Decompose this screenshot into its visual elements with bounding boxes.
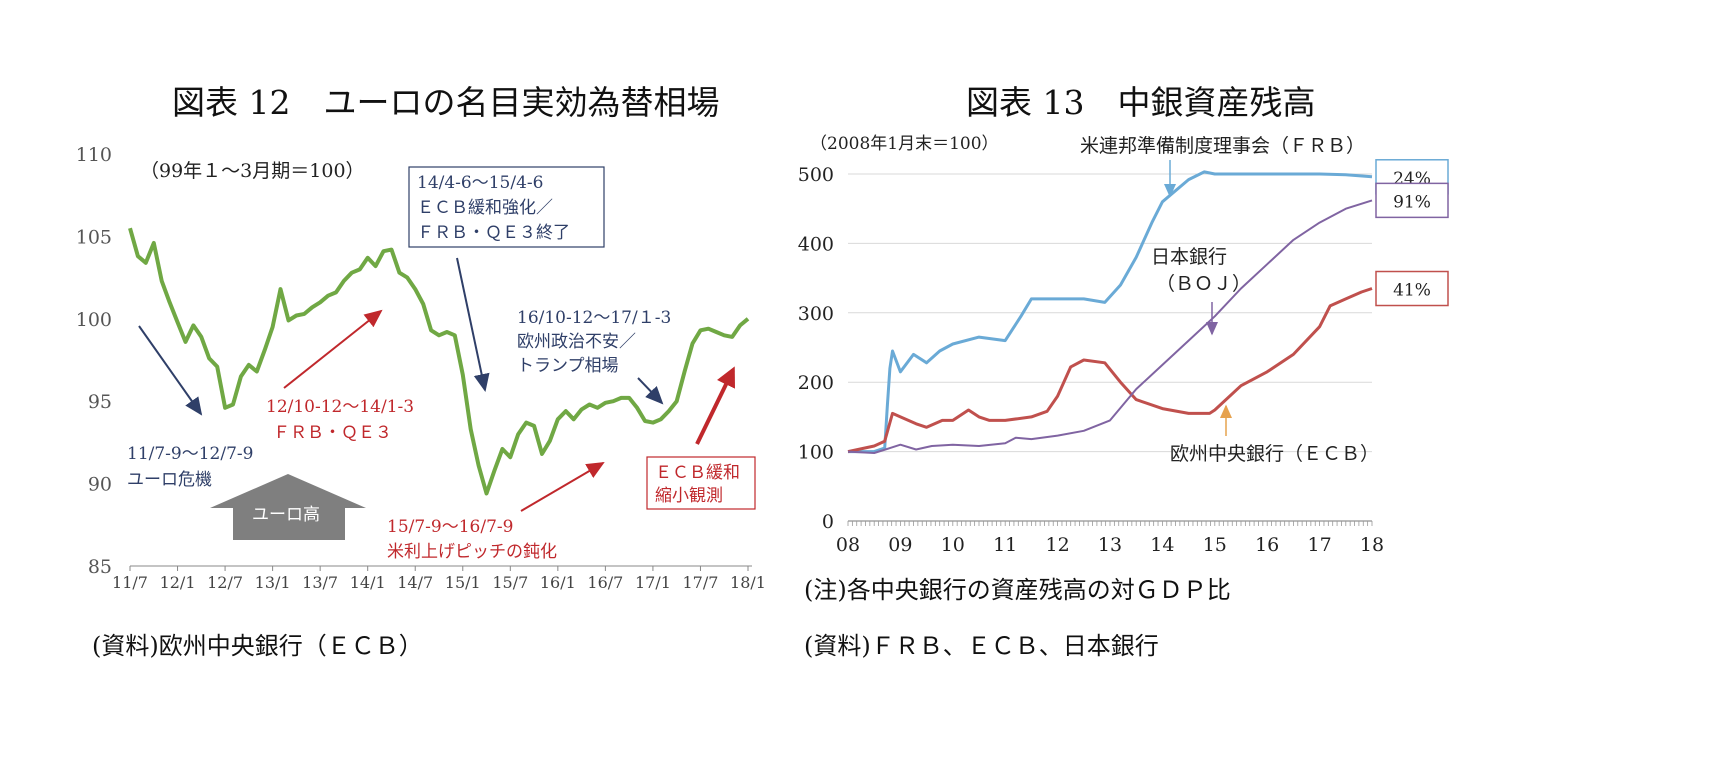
left-x-tick-label: 12/1	[160, 573, 196, 592]
end-label-text: 91%	[1393, 192, 1431, 212]
euro-neer-line	[128, 227, 750, 496]
right-chart-title: 図表 13 中銀資産残高	[966, 83, 1316, 122]
a6-arrow	[695, 366, 735, 445]
right-y-tick-label: 300	[798, 303, 834, 325]
right-y-tick-label: 500	[798, 164, 834, 186]
a3-line2: ＥＣＢ緩和強化／	[417, 198, 553, 218]
a6-line1: ＥＣＢ緩和	[655, 463, 740, 483]
a2-line1: 12/10-12～14/1-3	[266, 397, 414, 417]
left-x-tick-label: 17/7	[682, 573, 718, 592]
right-x-tick-label: 12	[1046, 534, 1070, 556]
left-x-tick-label: 12/7	[207, 573, 243, 592]
a5-line1: 16/10-12～17/１-3	[517, 308, 671, 328]
left-y-tick-label: 105	[76, 226, 112, 248]
a4-line2: 米利上げピッチの鈍化	[387, 542, 557, 562]
left-x-tick-label: 13/7	[302, 573, 338, 592]
a3-box	[408, 166, 605, 248]
right-base-label: （2008年1月末＝100）	[810, 134, 999, 154]
end-label-box	[1375, 270, 1449, 307]
left-y-tick-label: 95	[88, 391, 112, 413]
a6-box	[646, 456, 756, 510]
a3-line3: ＦＲＢ・ＱＥ３終了	[417, 223, 570, 243]
series-line	[847, 287, 1373, 454]
left-y-axis: 85 90 95 100 105 110	[76, 144, 112, 578]
right-x-tick-label: 16	[1255, 534, 1279, 556]
a2-arrow	[283, 309, 383, 389]
left-y-tick-label: 85	[88, 556, 112, 578]
left-x-tick-label: 13/1	[255, 573, 291, 592]
left-x-axis: 11/7 12/1 12/7 13/1 13/7 14/1 14/7 15/1 15/7 16/1…	[112, 565, 766, 592]
right-x-tick-label: 08	[836, 534, 860, 556]
a1-line1: 11/7-9～12/7-9	[127, 444, 253, 464]
left-y-tick-label: 90	[88, 474, 112, 496]
left-x-tick-label: 18/1	[730, 573, 766, 592]
left-x-tick-label: 16/1	[540, 573, 576, 592]
euro-high-arrow	[210, 474, 366, 540]
a3-line1: 14/4-6～15/4-6	[417, 173, 543, 193]
left-chart-title: 図表 12 ユーロの名目実効為替相場	[172, 83, 720, 122]
right-y-tick-label: 0	[822, 511, 834, 533]
left-x-tick-label: 17/1	[635, 573, 671, 592]
a3-arrow	[456, 257, 490, 392]
frb-label: 米連邦準備制度理事会（ＦＲＢ）	[1080, 135, 1365, 157]
end-label-box	[1375, 182, 1449, 219]
left-x-tick-label: 14/7	[397, 573, 433, 592]
right-chart: （2008年1月末＝100） 0 100 200 300 400 500 08 09 10 11 1…	[798, 134, 1449, 556]
a4-arrow	[520, 461, 605, 512]
right-y-tick-label: 400	[798, 233, 834, 255]
series-line	[848, 170, 1373, 454]
a6-line2: 縮小観測	[655, 486, 723, 506]
right-x-tick-label: 15	[1203, 534, 1227, 556]
left-source-note: (資料)欧州中央銀行（ＥＣＢ）	[92, 632, 423, 660]
right-x-tick-label: 09	[888, 534, 912, 556]
left-y-tick-label: 100	[76, 309, 112, 331]
right-x-tick-label: 18	[1360, 534, 1384, 556]
left-x-tick-label: 15/7	[492, 573, 528, 592]
end-label-text: 41%	[1393, 281, 1431, 301]
right-series	[847, 170, 1373, 454]
right-x-tick-label: 10	[941, 534, 965, 556]
right-x-tick-label: 13	[1098, 534, 1122, 556]
left-x-tick-label: 16/7	[587, 573, 623, 592]
boj-label-1: 日本銀行	[1151, 246, 1227, 268]
right-y-tick-label: 100	[798, 442, 834, 464]
left-x-tick-label: 11/7	[112, 573, 148, 592]
euro-high-label: ユーロ高	[252, 505, 320, 525]
right-y-tick-label: 200	[798, 372, 834, 394]
left-x-tick-label: 15/1	[445, 573, 481, 592]
boj-label-2: （ＢＯＪ）	[1156, 273, 1251, 295]
right-x-tick-label: 14	[1150, 534, 1174, 556]
right-end-labels: 24%41%91%	[1375, 159, 1449, 307]
a5-line2: 欧州政治不安／	[517, 332, 636, 352]
left-y-tick-label: 110	[76, 144, 112, 166]
left-chart: 85 90 95 100 105 110 11/7 12/1 12/7 13/1 13/7 14/1…	[76, 144, 766, 592]
ecb-label: 欧州中央銀行（ＥＣＢ）	[1170, 443, 1379, 465]
right-x-tick-label: 17	[1308, 534, 1332, 556]
right-footnote: (注)各中央銀行の資産残高の対ＧＤＰ比	[804, 576, 1231, 604]
a4-line1: 15/7-9～16/7-9	[387, 517, 513, 537]
left-base-label: （99年１～3月期＝100）	[140, 160, 365, 182]
a1-arrow	[138, 325, 203, 416]
a5-line3: トランプ相場	[517, 356, 619, 376]
a2-line2: ＦＲＢ・ＱＥ３	[273, 423, 392, 443]
left-x-tick-label: 14/1	[350, 573, 386, 592]
right-x-tick-label: 11	[993, 534, 1017, 556]
right-source-note: (資料)ＦＲＢ、ＥＣＢ、日本銀行	[804, 632, 1159, 660]
a1-line2: ユーロ危機	[127, 470, 212, 490]
series-line	[847, 199, 1373, 454]
a5-arrow	[637, 377, 664, 405]
